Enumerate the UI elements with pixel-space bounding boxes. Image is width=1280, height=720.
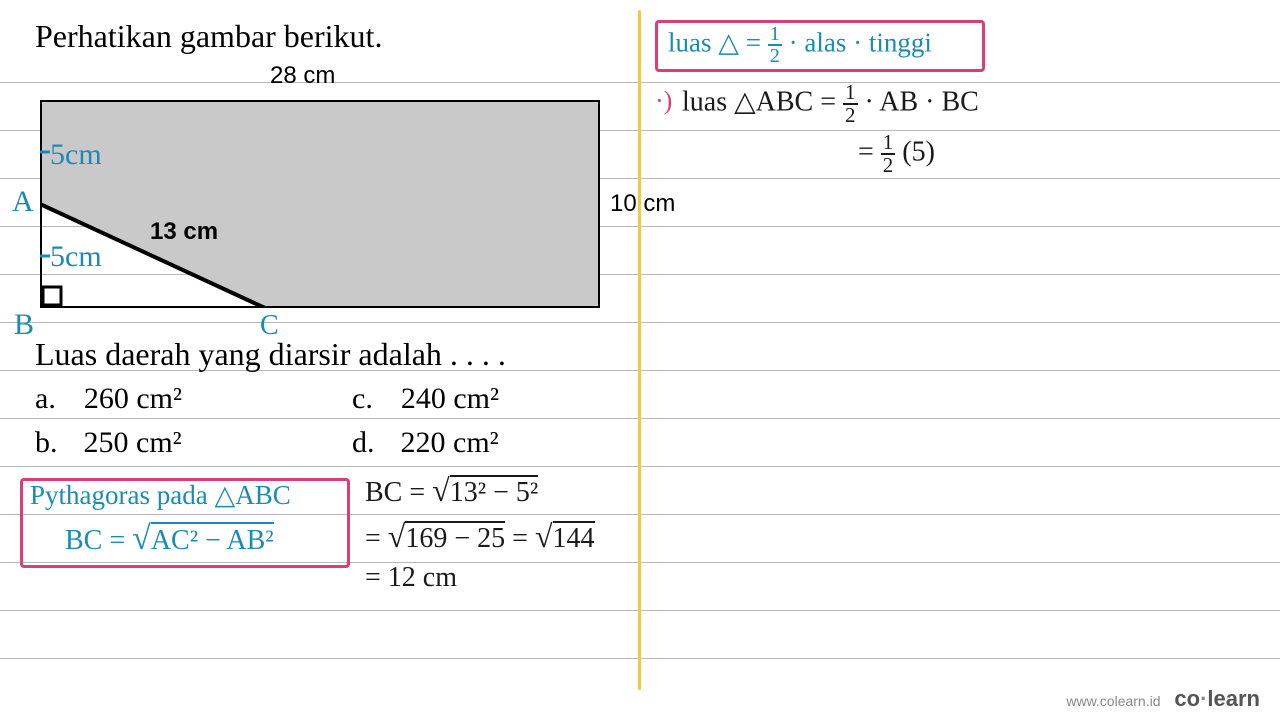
- question-text: Luas daerah yang diarsir adalah . . . .: [35, 336, 506, 373]
- dim-hyp-label: 13 cm: [150, 218, 218, 246]
- option-d: d.220 cm²: [352, 426, 499, 460]
- watermark-brand: co·learn: [1174, 686, 1260, 711]
- seg-upper-label: 5cm: [50, 138, 102, 172]
- option-b: b.250 cm²: [35, 426, 182, 460]
- option-c: c.240 cm²: [352, 382, 499, 416]
- vertical-divider: [638, 10, 641, 690]
- watermark-url: www.colearn.id: [1066, 693, 1160, 709]
- dim-right-label: 10 cm: [610, 190, 675, 218]
- watermark: www.colearn.id co·learn: [1066, 686, 1260, 712]
- seg-lower-label: 5cm: [50, 240, 102, 274]
- pythagoras-title: Pythagoras pada △ABC: [30, 480, 291, 511]
- area-bullet: ·): [655, 86, 672, 116]
- geometry-diagram: [40, 100, 600, 308]
- pythagoras-formula: BC = √AC² − AB²: [65, 520, 274, 558]
- area-formula: luas △ = 12 · alas · tinggi: [668, 24, 932, 67]
- point-a-label: A: [12, 185, 34, 219]
- bc-calc-line3: = 12 cm: [365, 562, 457, 594]
- area-line2: = 12 (5): [858, 132, 935, 176]
- point-b-label: B: [14, 308, 34, 342]
- bc-calc-line1: BC = √13² − 5²: [365, 472, 538, 509]
- problem-title: Perhatikan gambar berikut.: [35, 18, 382, 55]
- option-a: a.260 cm²: [35, 382, 182, 416]
- dim-top-label: 28 cm: [270, 62, 335, 90]
- area-line1: luas △ABC = 12 · AB · BC: [682, 82, 979, 126]
- bc-calc-line2: = √169 − 25 = √144: [365, 518, 595, 555]
